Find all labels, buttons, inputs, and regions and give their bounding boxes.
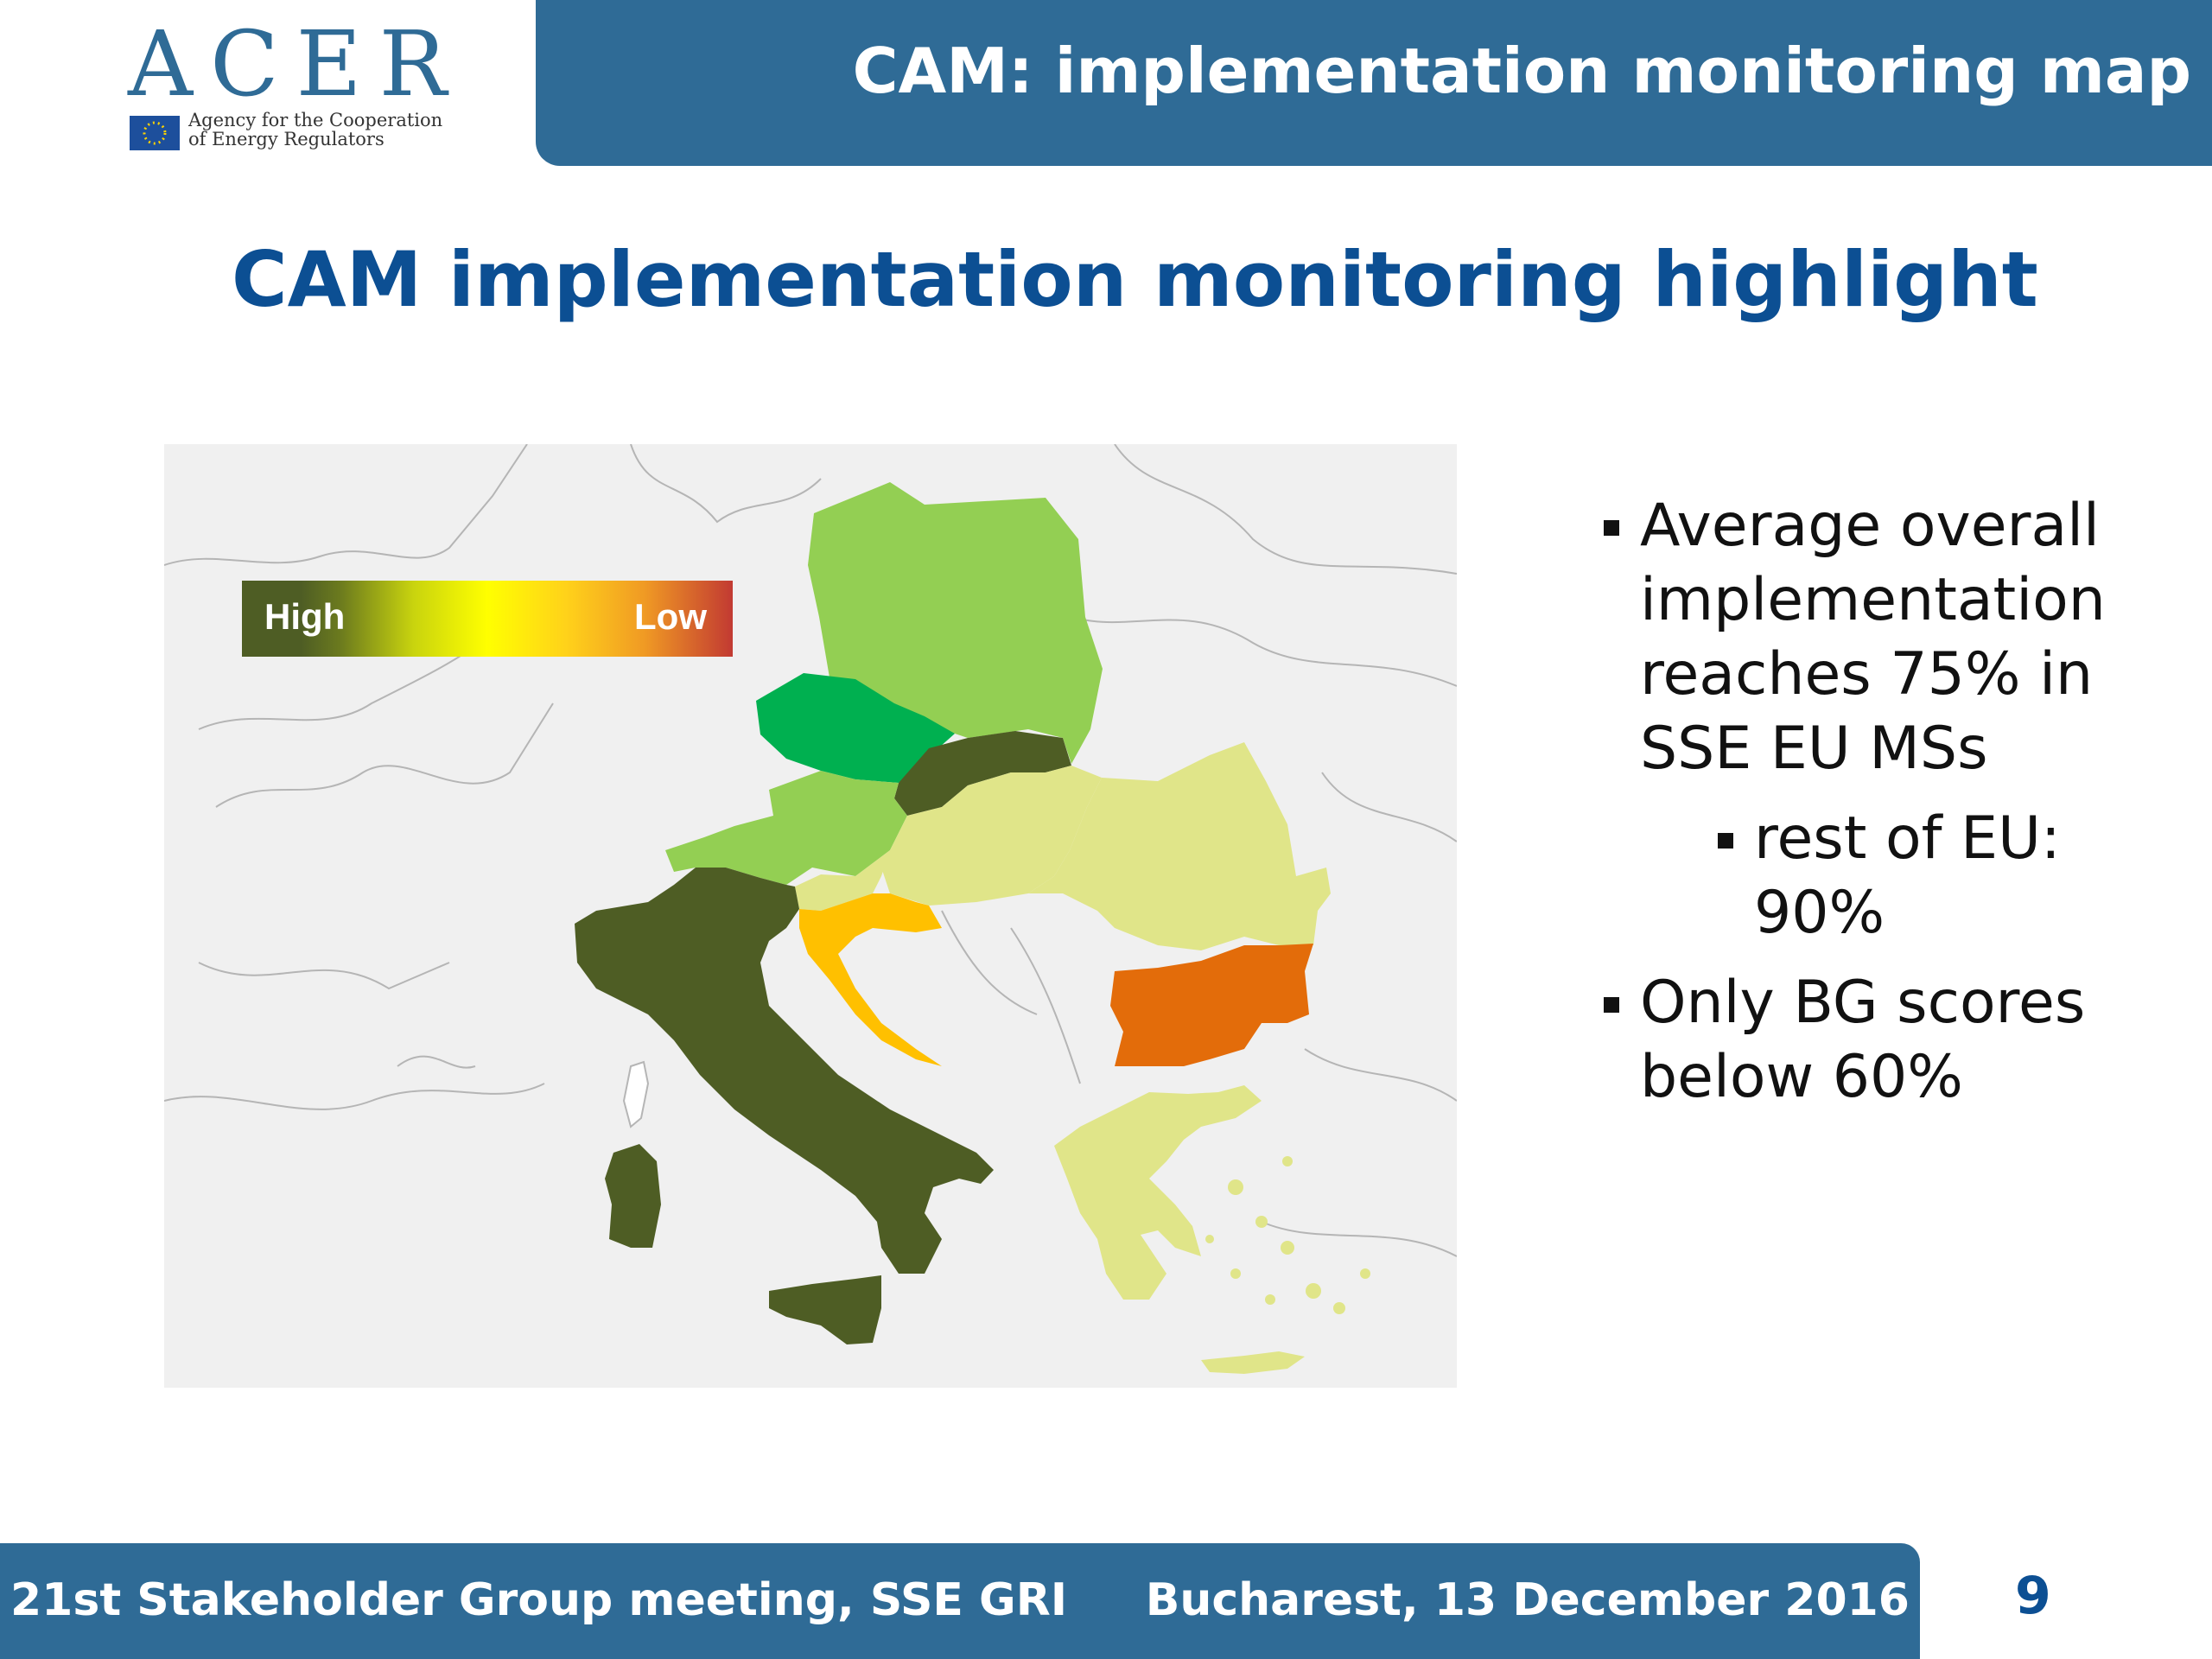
country-slovakia [894,731,1071,816]
header-bar: CAM: implementation monitoring map [536,0,2212,166]
bullet-list: Average overall implementation reaches 7… [1599,489,2152,1115]
footer-meeting-label: 21st Stakeholder Group meeting, SSE GRI [10,1574,1068,1626]
bullet-bg-scores: Only BG scores below 60% [1599,966,2152,1115]
legend-high-label: High [264,596,346,637]
country-bulgaria [1110,944,1313,1066]
eu-flag-icon [130,116,180,150]
greek-islands [1205,1156,1370,1314]
country-greece [1054,1085,1262,1300]
country-sicily [769,1275,881,1344]
context-borders [164,444,1457,1257]
slide-title: CAM implementation monitoring highlight [232,235,2038,324]
color-scale-legend: High Low [242,581,733,657]
country-czech-republic [756,673,955,783]
page-number: 9 [2015,1566,2051,1626]
header-title: CAM: implementation monitoring map [852,35,2191,107]
country-crete [1201,1351,1305,1374]
country-austria [665,771,907,885]
country-croatia [799,893,942,1066]
legend-low-label: Low [634,596,707,637]
country-corsica [622,1060,650,1128]
country-poland [808,482,1103,764]
country-romania [1028,742,1331,950]
country-hungary [881,766,1102,906]
footer-date-label: Bucharest, 13 December 2016 [1145,1574,1910,1626]
country-italy [575,868,994,1274]
map-svg [164,444,1457,1388]
acer-logo: ACER Agency for the Cooperation of Energ… [128,19,447,150]
bullet-rest-of-eu: rest of EU: 90% [1718,802,2152,950]
bullet-average-implementation: Average overall implementation reaches 7… [1599,489,2152,786]
logo-subtitle-line2: of Energy Regulators [188,129,385,149]
logo-subtitle-line1: Agency for the Cooperation [188,110,443,130]
logo-wordmark: ACER [128,11,464,117]
logo-subtitle: Agency for the Cooperation of Energy Reg… [188,111,442,149]
implementation-map: High Low [164,444,1457,1388]
country-sardinia [605,1144,661,1248]
footer-bar: 21st Stakeholder Group meeting, SSE GRI … [0,1543,1920,1659]
